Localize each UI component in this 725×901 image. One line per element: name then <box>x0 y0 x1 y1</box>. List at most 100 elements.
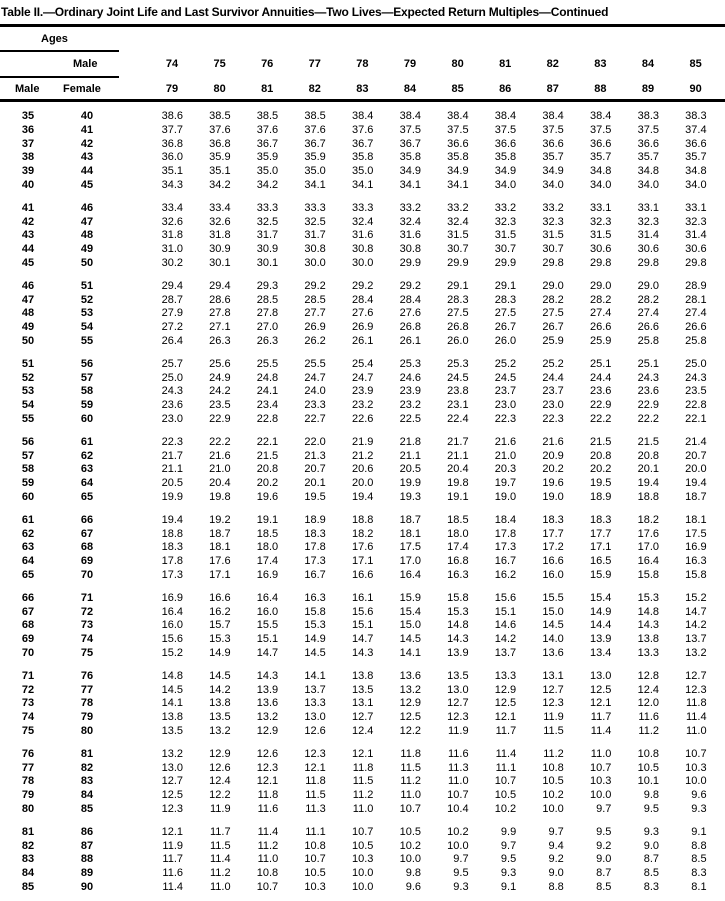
male-age-header: 85 <box>689 58 702 70</box>
multiple-cell: 17.1 <box>589 541 612 554</box>
multiple-cell: 24.3 <box>161 385 183 398</box>
multiple-cell: 11.4 <box>495 747 517 760</box>
male-age-header: 82 <box>546 58 559 70</box>
multiple-cell: 14.8 <box>637 605 659 618</box>
multiple-cell: 14.3 <box>256 669 279 682</box>
multiple-cell: 30.6 <box>589 243 612 256</box>
multiple-cell: 22.4 <box>447 413 469 425</box>
male-age-header: 84 <box>641 58 655 70</box>
female-age: 88 <box>80 853 94 866</box>
multiple-cell: 20.1 <box>304 477 326 490</box>
female-age: 48 <box>80 229 94 242</box>
female-age: 57 <box>80 371 94 384</box>
multiple-cell: 26.3 <box>209 335 231 347</box>
multiple-cell: 16.1 <box>351 591 374 604</box>
male-age-header: 75 <box>213 58 226 70</box>
multiple-cell: 28.2 <box>542 293 564 306</box>
multiple-cell: 29.2 <box>304 279 326 292</box>
multiple-cell: 26.2 <box>304 335 326 347</box>
female-age: 55 <box>80 335 94 347</box>
multiple-cell: 20.6 <box>351 463 374 476</box>
multiple-cell: 21.4 <box>685 435 707 448</box>
multiple-cell: 26.0 <box>494 335 517 347</box>
multiple-cell: 36.6 <box>542 137 564 150</box>
multiple-cell: 38.4 <box>351 110 374 122</box>
multiple-cell: 18.3 <box>161 541 183 554</box>
multiple-cell: 19.3 <box>399 491 421 503</box>
multiple-cell: 38.5 <box>209 110 231 122</box>
table-row: 62 67 18.8 18.7 18.5 18.3 18.2 18.1 18.0 17.8 17.7… <box>0 527 725 541</box>
female-age: 84 <box>80 789 94 802</box>
multiple-cell: 9.8 <box>405 867 421 880</box>
multiple-cell: 36.6 <box>447 137 469 150</box>
multiple-cell: 23.4 <box>256 399 279 412</box>
table-row: 38 43 36.0 35.9 35.9 35.9 35.8 35.8 35.8 35.8 35.7… <box>0 150 725 164</box>
multiple-cell: 28.4 <box>351 293 374 306</box>
multiple-cell: 12.4 <box>209 775 231 788</box>
female-age: 61 <box>80 435 94 448</box>
multiple-cell: 19.7 <box>494 477 517 490</box>
multiple-cell: 14.5 <box>542 619 564 632</box>
multiple-cell: 36.7 <box>399 137 421 150</box>
multiple-cell: 12.7 <box>542 683 564 696</box>
table-row: 80 85 12.3 11.9 11.6 11.3 11.0 10.7 10.4 10.2 10.0… <box>0 802 725 816</box>
table-row: 57 62 21.7 21.6 21.5 21.3 21.2 21.1 21.1 21.0 20.9… <box>0 449 725 463</box>
multiple-cell: 17.6 <box>351 541 374 554</box>
male-age: 62 <box>21 527 35 540</box>
multiple-cell: 26.4 <box>161 335 183 347</box>
multiple-cell: 14.9 <box>304 633 326 646</box>
male-age: 85 <box>21 881 35 893</box>
multiple-cell: 26.1 <box>399 335 421 347</box>
female-age: 49 <box>80 243 94 256</box>
multiple-cell: 32.3 <box>685 215 707 228</box>
table-row: 37 42 36.8 36.8 36.7 36.7 36.7 36.7 36.6 36.6 36.6… <box>0 137 725 151</box>
multiple-cell: 20.0 <box>685 463 707 476</box>
multiple-cell: 29.8 <box>589 257 612 269</box>
multiple-cell: 21.9 <box>351 435 374 448</box>
multiple-cell: 12.2 <box>399 725 421 737</box>
male-column-label: Male <box>73 58 98 70</box>
multiple-cell: 18.1 <box>399 527 421 540</box>
multiple-cell: 26.7 <box>542 321 564 334</box>
male-age: 54 <box>21 399 35 412</box>
multiple-cell: 8.5 <box>643 867 659 880</box>
multiple-cell: 27.8 <box>256 307 279 320</box>
multiple-cell: 9.9 <box>500 825 517 838</box>
multiple-cell: 19.2 <box>209 513 231 526</box>
multiple-cell: 20.7 <box>685 449 707 462</box>
multiple-cell: 12.5 <box>161 789 183 802</box>
multiple-cell: 19.9 <box>399 477 421 490</box>
table-row: 50 55 26.4 26.3 26.3 26.2 26.1 26.1 26.0 26.0 25.9… <box>0 334 725 348</box>
multiple-cell: 12.3 <box>256 761 279 774</box>
multiple-cell: 25.6 <box>209 357 231 370</box>
multiple-cell: 10.0 <box>351 867 374 880</box>
multiple-cell: 38.6 <box>161 110 183 122</box>
table-row: 75 80 13.5 13.2 12.9 12.6 12.4 12.2 11.9 11.7 11.5… <box>0 724 725 738</box>
multiple-cell: 29.1 <box>494 279 517 292</box>
multiple-cell: 18.0 <box>447 527 469 540</box>
multiple-cell: 13.4 <box>589 647 612 659</box>
multiple-cell: 11.4 <box>162 881 183 893</box>
female-age: 64 <box>80 477 94 490</box>
multiple-cell: 33.3 <box>256 201 279 214</box>
ages-label: Ages <box>41 33 68 45</box>
multiple-cell: 38.4 <box>399 110 421 122</box>
table-row: 70 75 15.2 14.9 14.7 14.5 14.3 14.1 13.9 13.7 13.6… <box>0 646 725 660</box>
multiple-cell: 10.0 <box>685 775 707 788</box>
multiple-cell: 10.5 <box>351 839 374 852</box>
female-age-header: 81 <box>261 83 274 95</box>
multiple-cell: 13.5 <box>209 711 231 724</box>
multiple-cell: 22.3 <box>161 435 183 448</box>
table-row: 52 57 25.0 24.9 24.8 24.7 24.7 24.6 24.5 24.5 24.4… <box>0 371 725 385</box>
multiple-cell: 37.6 <box>304 123 326 136</box>
female-age: 60 <box>80 413 94 425</box>
table-row: 44 49 31.0 30.9 30.9 30.8 30.8 30.8 30.7 30.7 30.7… <box>0 242 725 256</box>
multiple-cell: 12.9 <box>256 725 279 737</box>
male-age: 46 <box>21 279 35 292</box>
multiple-cell: 25.5 <box>256 357 279 370</box>
male-age: 74 <box>21 711 35 724</box>
multiple-cell: 11.4 <box>210 853 231 866</box>
multiple-cell: 30.2 <box>161 257 183 269</box>
multiple-cell: 27.1 <box>209 321 231 334</box>
multiple-cell: 13.8 <box>637 633 659 646</box>
